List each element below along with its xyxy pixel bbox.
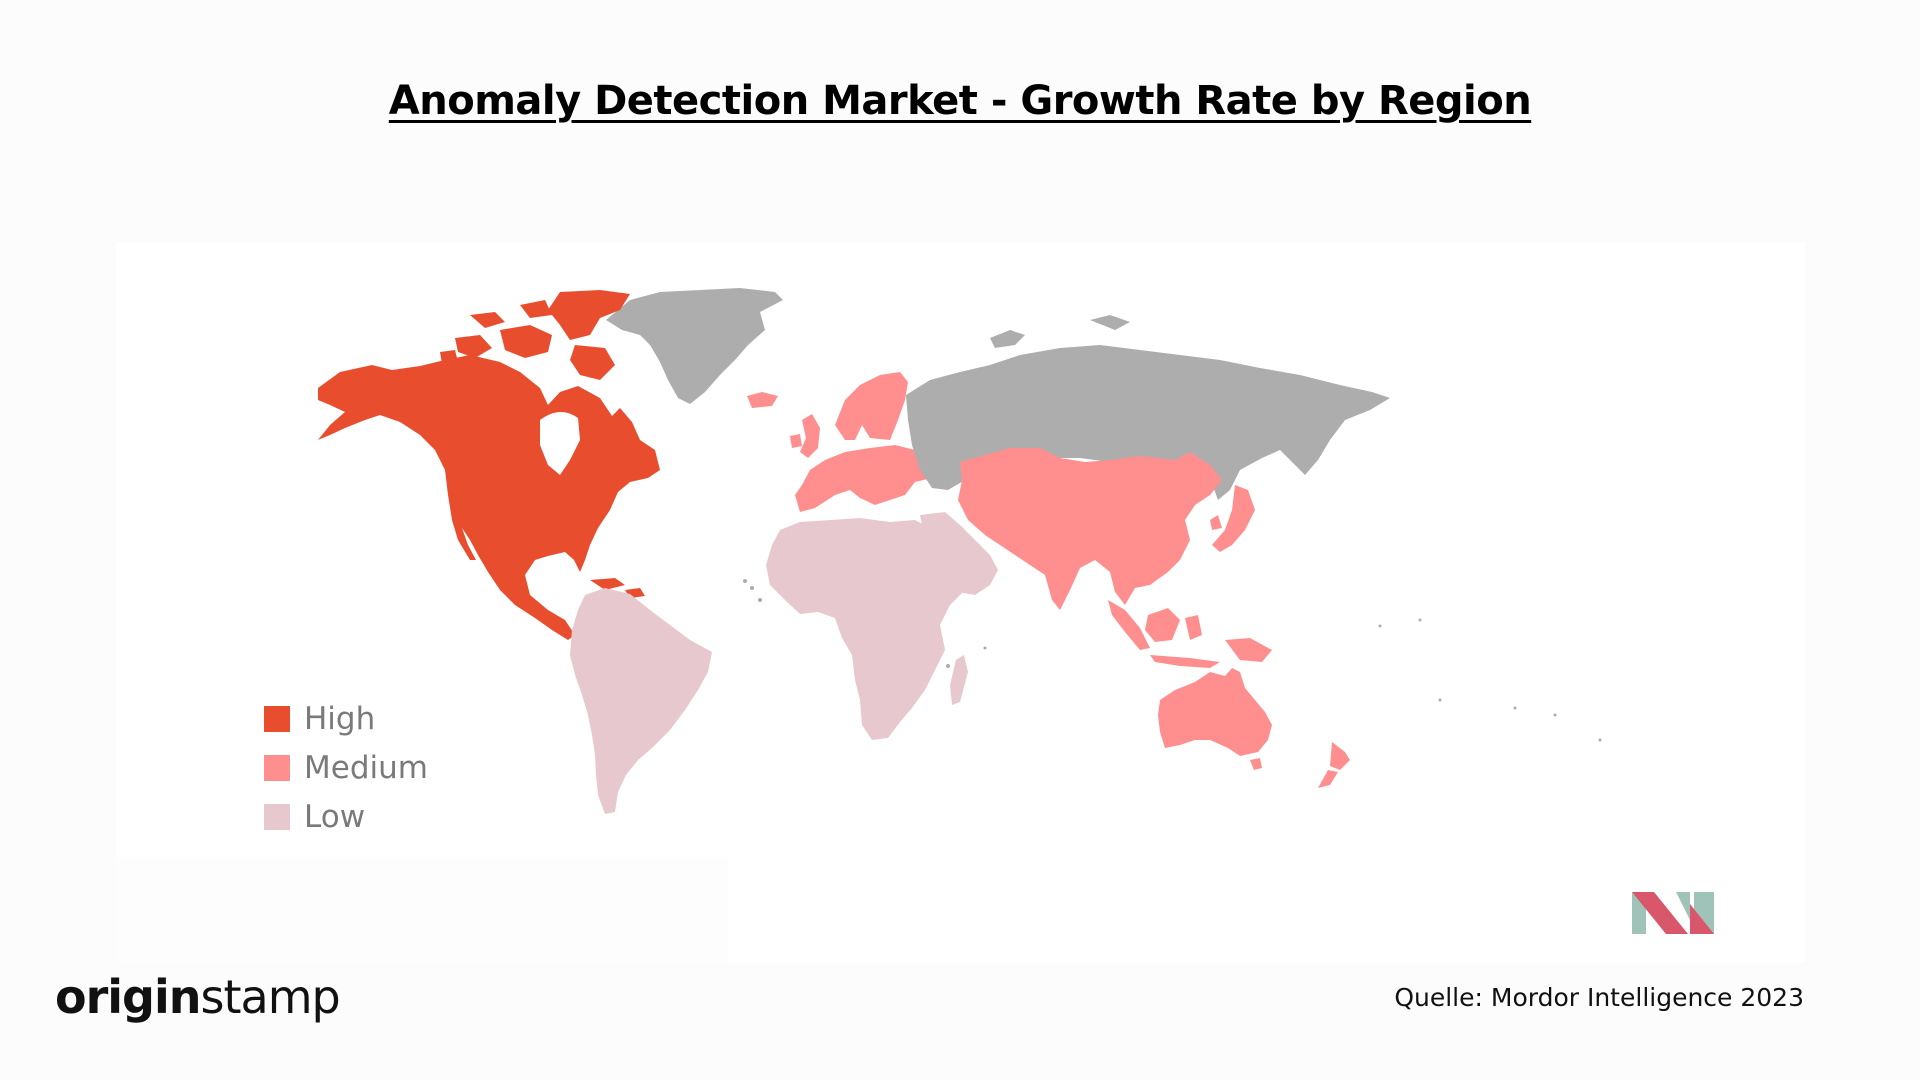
legend-label: Low	[304, 798, 366, 835]
map-panel	[116, 242, 1805, 962]
brand-bold: origin	[55, 970, 201, 1024]
region-europe	[747, 372, 935, 512]
chart-title: Anomaly Detection Market - Growth Rate b…	[388, 78, 1532, 124]
legend-swatch-high	[264, 705, 290, 732]
region-russia	[906, 315, 1390, 500]
legend-swatch-medium	[264, 754, 290, 781]
mordor-intelligence-logo-icon	[1632, 892, 1714, 934]
brand-light: stamp	[200, 970, 341, 1024]
region-greenland	[606, 288, 783, 404]
legend-item-medium: Medium	[264, 743, 428, 792]
region-north-america	[318, 290, 660, 640]
originstamp-logo: originstamp	[55, 970, 341, 1024]
panel-shade	[116, 857, 728, 962]
legend-swatch-low	[264, 803, 290, 830]
region-south-america	[570, 588, 712, 814]
legend-label: High	[304, 700, 376, 737]
small-islands	[743, 579, 1602, 742]
legend-item-high: High	[264, 694, 428, 743]
hudson-bay	[540, 411, 580, 475]
source-credit: Quelle: Mordor Intelligence 2023	[1394, 983, 1804, 1012]
region-australia	[1158, 668, 1272, 756]
legend-label: Medium	[304, 749, 428, 786]
legend-item-low: Low	[264, 792, 428, 841]
region-asia-pacific	[958, 448, 1350, 788]
legend: High Medium Low	[264, 694, 428, 841]
region-africa-middle-east	[766, 512, 998, 740]
